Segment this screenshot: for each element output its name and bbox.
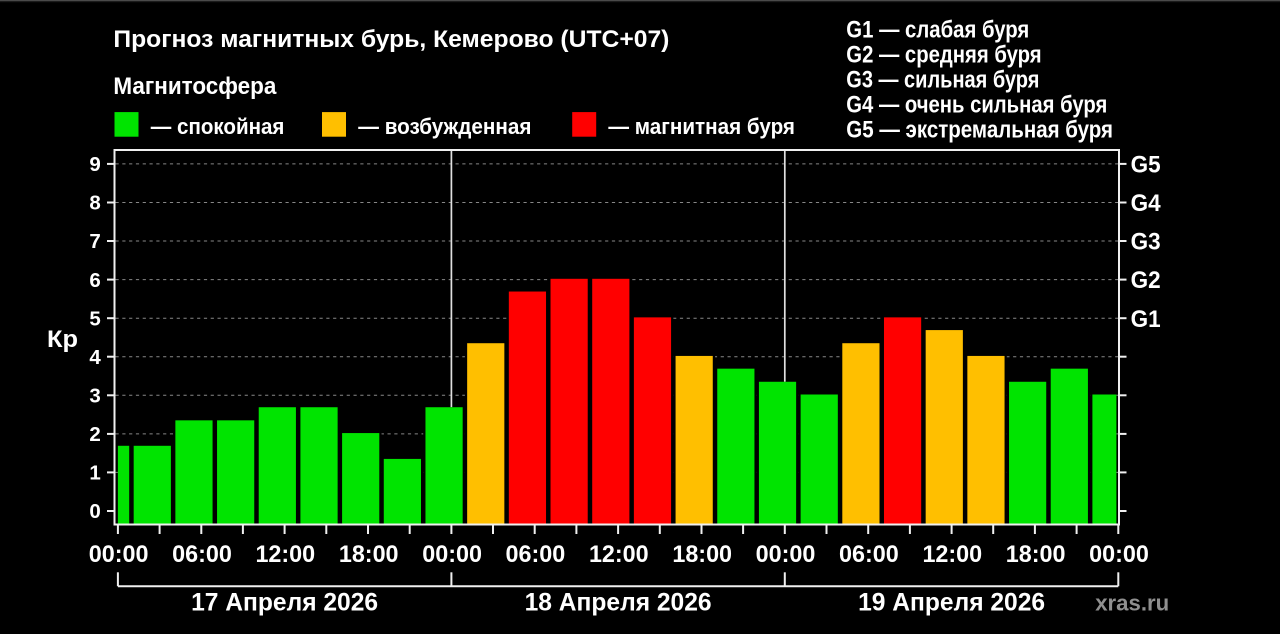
svg-text:— возбужденная: — возбужденная [358, 114, 531, 139]
svg-text:17 Апреля 2026: 17 Апреля 2026 [191, 588, 378, 616]
svg-text:2: 2 [89, 423, 100, 446]
svg-text:1: 1 [89, 462, 100, 485]
svg-text:19 Апреля 2026: 19 Апреля 2026 [858, 588, 1045, 616]
svg-text:— спокойная: — спокойная [151, 114, 285, 139]
svg-text:Магнитосфера: Магнитосфера [113, 73, 276, 100]
svg-text:G4: G4 [1131, 190, 1162, 217]
svg-text:12:00: 12:00 [255, 541, 315, 568]
svg-text:G5: G5 [1131, 152, 1161, 179]
svg-text:06:00: 06:00 [172, 541, 232, 568]
svg-text:18:00: 18:00 [672, 541, 732, 568]
svg-text:06:00: 06:00 [839, 541, 899, 568]
svg-text:00:00: 00:00 [89, 541, 149, 568]
svg-text:06:00: 06:00 [506, 541, 566, 568]
svg-text:00:00: 00:00 [1089, 541, 1149, 568]
svg-text:G1: G1 [1131, 306, 1161, 333]
svg-text:18 Апреля 2026: 18 Апреля 2026 [525, 588, 712, 616]
svg-text:00:00: 00:00 [756, 541, 816, 568]
svg-text:G3: G3 [1131, 229, 1161, 256]
svg-text:G1 — слабая буря: G1 — слабая буря [846, 16, 1029, 43]
svg-text:xras.ru: xras.ru [1095, 590, 1169, 615]
svg-text:12:00: 12:00 [589, 541, 649, 568]
svg-text:00:00: 00:00 [422, 541, 482, 568]
svg-text:5: 5 [89, 307, 100, 330]
svg-text:— магнитная буря: — магнитная буря [608, 114, 795, 139]
svg-text:G2 — средняя буря: G2 — средняя буря [846, 41, 1041, 68]
svg-text:7: 7 [89, 230, 100, 253]
svg-text:G2: G2 [1131, 267, 1161, 294]
svg-text:9: 9 [89, 153, 100, 176]
svg-text:6: 6 [89, 269, 100, 292]
svg-text:18:00: 18:00 [1006, 541, 1066, 568]
svg-text:Кр: Кр [47, 326, 78, 353]
svg-text:8: 8 [89, 192, 100, 215]
svg-text:G5 — экстремальная буря: G5 — экстремальная буря [846, 116, 1113, 143]
svg-text:Прогноз магнитных бурь, Кемеро: Прогноз магнитных бурь, Кемерово (UTC+07… [113, 26, 669, 53]
svg-text:3: 3 [89, 385, 100, 408]
svg-text:12:00: 12:00 [922, 541, 982, 568]
svg-text:G3 — сильная буря: G3 — сильная буря [846, 66, 1039, 93]
svg-text:0: 0 [89, 500, 100, 523]
svg-text:4: 4 [89, 346, 101, 369]
svg-text:18:00: 18:00 [339, 541, 399, 568]
svg-text:G4 — очень сильная буря: G4 — очень сильная буря [846, 91, 1107, 118]
